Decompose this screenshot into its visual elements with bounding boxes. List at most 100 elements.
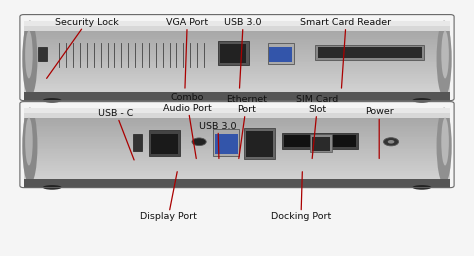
Bar xyxy=(24,171,450,173)
Bar xyxy=(269,47,292,62)
Text: USB - C: USB - C xyxy=(99,109,134,160)
Bar xyxy=(24,42,450,44)
Ellipse shape xyxy=(441,118,449,165)
Bar xyxy=(24,86,450,88)
Bar xyxy=(244,127,275,159)
Bar xyxy=(215,134,238,154)
Bar xyxy=(24,76,450,78)
Bar xyxy=(24,88,450,89)
Bar xyxy=(24,151,450,153)
Bar xyxy=(133,134,142,151)
Bar xyxy=(24,37,450,38)
Bar xyxy=(24,20,450,26)
Bar xyxy=(24,47,450,49)
Ellipse shape xyxy=(22,108,37,184)
Bar xyxy=(24,117,450,119)
Bar xyxy=(24,153,450,154)
Text: Power: Power xyxy=(365,108,393,158)
Bar xyxy=(24,173,450,175)
Bar xyxy=(24,32,450,34)
Bar xyxy=(24,121,450,122)
Bar xyxy=(24,59,450,61)
Bar xyxy=(246,131,273,157)
Bar xyxy=(24,134,450,136)
Bar xyxy=(24,62,450,64)
Circle shape xyxy=(383,138,399,146)
Ellipse shape xyxy=(22,20,37,97)
Bar xyxy=(24,71,450,72)
Bar xyxy=(24,176,450,178)
Bar xyxy=(24,158,450,159)
Bar xyxy=(24,78,450,79)
Bar xyxy=(24,156,450,158)
Ellipse shape xyxy=(412,185,431,190)
Bar xyxy=(24,122,450,124)
Bar xyxy=(213,129,239,156)
Bar xyxy=(24,175,450,176)
Ellipse shape xyxy=(25,30,33,78)
Ellipse shape xyxy=(437,20,452,97)
Bar xyxy=(24,161,450,163)
Bar xyxy=(24,81,450,83)
Bar xyxy=(312,137,330,151)
Bar xyxy=(24,54,450,56)
Text: Security Lock: Security Lock xyxy=(46,18,118,78)
Bar xyxy=(24,163,450,165)
Circle shape xyxy=(192,138,206,146)
Bar xyxy=(24,149,450,151)
Bar xyxy=(24,91,450,93)
Bar xyxy=(24,129,450,131)
Circle shape xyxy=(388,140,394,144)
Bar xyxy=(24,159,450,161)
Bar xyxy=(24,34,450,35)
Bar xyxy=(24,67,450,69)
Bar xyxy=(24,57,450,59)
Text: VGA Port: VGA Port xyxy=(166,18,208,88)
Text: Display Port: Display Port xyxy=(140,172,197,221)
Bar xyxy=(24,178,450,180)
Ellipse shape xyxy=(437,108,452,184)
Text: SIM Card
Slot: SIM Card Slot xyxy=(296,94,339,158)
Bar xyxy=(24,69,450,71)
Bar xyxy=(284,134,356,147)
Text: Combo
Audio Port: Combo Audio Port xyxy=(163,93,211,158)
Bar xyxy=(218,41,249,65)
Bar xyxy=(24,38,450,40)
Bar xyxy=(24,92,450,101)
Bar xyxy=(24,154,450,156)
Bar xyxy=(24,144,450,146)
Ellipse shape xyxy=(43,98,62,103)
Bar xyxy=(24,66,450,67)
Bar xyxy=(24,165,450,166)
Bar xyxy=(24,74,450,76)
Bar xyxy=(151,134,178,154)
Bar xyxy=(24,170,450,171)
Bar xyxy=(24,139,450,141)
Bar xyxy=(24,108,450,113)
Bar xyxy=(24,141,450,143)
Bar xyxy=(24,115,450,117)
Bar xyxy=(24,40,450,42)
Bar xyxy=(24,124,450,125)
Ellipse shape xyxy=(441,30,449,78)
Bar xyxy=(315,45,424,60)
Bar xyxy=(24,84,450,86)
Bar xyxy=(38,47,47,61)
Bar xyxy=(310,134,332,152)
Bar xyxy=(318,47,422,58)
Text: Docking Port: Docking Port xyxy=(271,172,331,221)
Text: Smart Card Reader: Smart Card Reader xyxy=(301,18,392,88)
Bar xyxy=(24,20,450,31)
Bar xyxy=(24,50,450,52)
Bar xyxy=(268,43,294,64)
Bar xyxy=(24,61,450,62)
Ellipse shape xyxy=(25,118,33,165)
Bar xyxy=(24,25,450,27)
Bar xyxy=(24,89,450,91)
Bar xyxy=(220,44,246,63)
Text: Ethernet
Port: Ethernet Port xyxy=(226,94,267,158)
Bar xyxy=(24,125,450,127)
Bar xyxy=(24,166,450,168)
Bar xyxy=(24,119,450,121)
Bar xyxy=(24,136,450,137)
